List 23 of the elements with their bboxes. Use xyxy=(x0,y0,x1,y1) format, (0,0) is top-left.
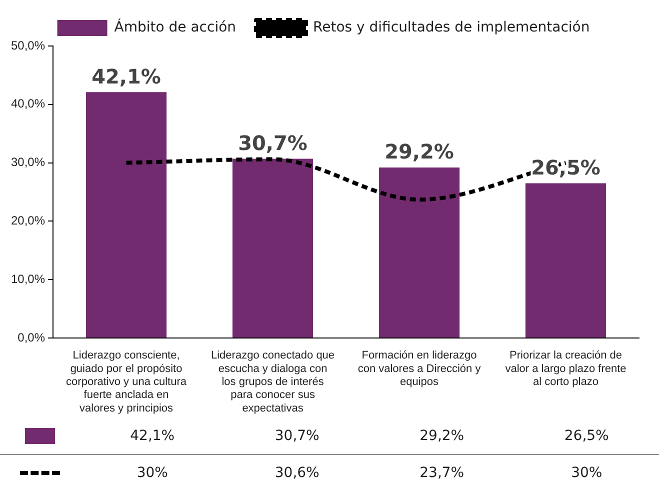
data-label: 42,1% xyxy=(80,418,225,454)
legend-label: Ámbito de acción xyxy=(114,18,236,36)
x-tick-label: Priorizar la creación de valor a largo plazo frente al corto plazo xyxy=(505,350,626,388)
text: 29,2% xyxy=(384,140,454,164)
y-tick-label: 10,0% xyxy=(10,272,46,286)
data-label: 30% xyxy=(570,464,604,483)
legend-label: Retos y dificultades de implementación xyxy=(313,20,590,36)
data-label: 23,7% xyxy=(418,464,466,483)
x-tick-label: Formación en liderazgo con valores a Dirección y equipos xyxy=(358,350,482,388)
text: 30,7% xyxy=(238,130,308,155)
y-tick-label: 0,0% xyxy=(18,330,46,344)
x-tick-label: Liderazgo conectado que escucha y dialoga con los grupos de interés para conocer sus expectativas xyxy=(210,350,335,414)
data-label: 30% xyxy=(136,464,169,483)
text: 42,1% xyxy=(92,64,161,88)
x-tick-label: Liderazgo consciente, guiado por el propósito corporativo y una cultura fuerte anclada en valores y principios xyxy=(66,350,188,414)
data-label: 26,5% xyxy=(514,418,659,454)
y-tick-label: 30,0% xyxy=(10,155,46,170)
y-tick-label: 40,0% xyxy=(10,96,46,111)
data-label: 30,6% xyxy=(274,464,320,483)
y-tick-label: 20,0% xyxy=(10,214,46,228)
data-label: 30,7% xyxy=(224,418,370,454)
data-label: 29,2% xyxy=(370,418,514,454)
y-tick-label: 50,0% xyxy=(10,38,46,52)
